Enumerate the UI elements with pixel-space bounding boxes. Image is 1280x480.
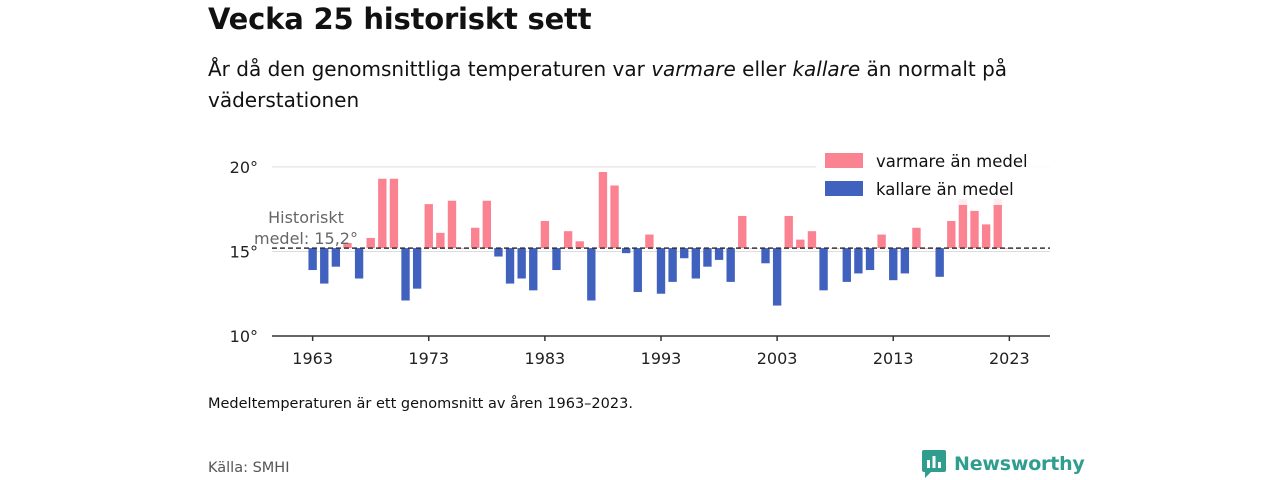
bar-warm [947, 221, 956, 249]
chart-title: Vecka 25 historiskt sett [208, 2, 592, 36]
bar-cold [412, 248, 422, 289]
bar-warm [366, 237, 375, 249]
bar-cold [401, 248, 410, 301]
brand-name: Newsworthy [954, 453, 1085, 475]
x-tick-label: 1993 [641, 349, 682, 368]
bar-warm [796, 239, 805, 249]
subtitle-part-3: än normalt på väderstationen [208, 57, 1008, 112]
bar-cold [308, 248, 317, 271]
bar-warm [482, 200, 492, 249]
bar-cold [761, 248, 770, 264]
bar-cold [935, 248, 944, 277]
bar-warm [877, 234, 886, 249]
bar-warm [424, 204, 433, 249]
bar-cold [691, 248, 701, 279]
legend-swatch-warm [825, 153, 863, 168]
bar-warm [807, 231, 817, 249]
bar-warm [738, 215, 747, 249]
source-credit: Källa: SMHI [208, 460, 290, 476]
newsworthy-logo-icon [922, 450, 946, 478]
legend-label-cold: kallare än medel [876, 180, 1014, 199]
bar-cold [621, 248, 631, 254]
bar-cold [320, 248, 329, 284]
y-tick-label: 10° [230, 327, 258, 346]
bar-cold [517, 248, 526, 279]
bar-warm [540, 221, 550, 249]
bar-cold [900, 248, 910, 274]
bar-cold [819, 248, 828, 291]
bar-warm [958, 199, 968, 249]
x-tick-label: 2023 [989, 349, 1030, 368]
temperature-bar-chart: 10° 15° 20° Historiskt medel: 15,2° 1963 1973 1… [230, 147, 1052, 368]
bar-cold [865, 248, 875, 271]
bar-cold [703, 248, 712, 267]
bar-cold [494, 248, 503, 257]
bar-cold [714, 248, 724, 260]
bar-cold [680, 248, 689, 259]
chart-note: Medeltemperaturen är ett genomsnitt av å… [208, 396, 633, 412]
bar-cold [772, 248, 782, 306]
bar-warm [471, 227, 480, 249]
bar-cold [587, 248, 596, 301]
x-tick-label: 2003 [757, 349, 798, 368]
chart-subtitle: År då den genomsnittliga temperaturen va… [208, 54, 1028, 116]
bar-warm [970, 210, 979, 249]
x-tick-label: 1963 [292, 349, 333, 368]
bar-cold [842, 248, 851, 282]
bar-warm [993, 199, 1002, 249]
bar-warm [575, 241, 584, 249]
bar-warm [389, 178, 399, 249]
y-tick-label: 15° [230, 242, 258, 261]
bar-cold [552, 248, 561, 271]
x-tick-label: 1973 [408, 349, 449, 368]
bar-cold [633, 248, 642, 293]
bar-warm [459, 248, 468, 249]
baseline-label: medel: 15,2° [254, 229, 358, 248]
legend-label-warm: varmare än medel [876, 152, 1028, 171]
x-tick-label: 2013 [873, 349, 914, 368]
bar-warm [378, 178, 387, 249]
bar-cold [656, 248, 666, 294]
bar-warm [610, 185, 619, 249]
subtitle-part-2: eller [735, 57, 793, 81]
bar-cold [889, 248, 898, 281]
bar-warm [645, 234, 654, 249]
newsworthy-brand: Newsworthy [922, 450, 1085, 478]
bar-cold [726, 248, 735, 282]
bar-warm [436, 232, 445, 249]
bar-warm [784, 215, 793, 249]
x-tick-label: 1983 [525, 349, 566, 368]
y-tick-label: 20° [230, 158, 258, 177]
bar-cold [854, 248, 863, 274]
subtitle-part-1: År då den genomsnittliga temperaturen va… [208, 57, 652, 81]
bar-cold [354, 248, 364, 279]
bar-cold [668, 248, 677, 282]
bar-cold [331, 248, 341, 267]
bar-warm [343, 243, 352, 249]
subtitle-warm-word: varmare [651, 57, 736, 81]
bar-warm [598, 171, 608, 249]
bar-warm [447, 200, 457, 249]
legend-swatch-cold [825, 181, 863, 196]
bar-cold [505, 248, 515, 284]
subtitle-cold-word: kallare [792, 57, 861, 81]
bar-warm [563, 231, 573, 249]
baseline-label: Historiskt [268, 208, 344, 227]
bar-cold [529, 248, 538, 291]
bar-warm [912, 227, 921, 249]
bar-warm [981, 224, 991, 249]
